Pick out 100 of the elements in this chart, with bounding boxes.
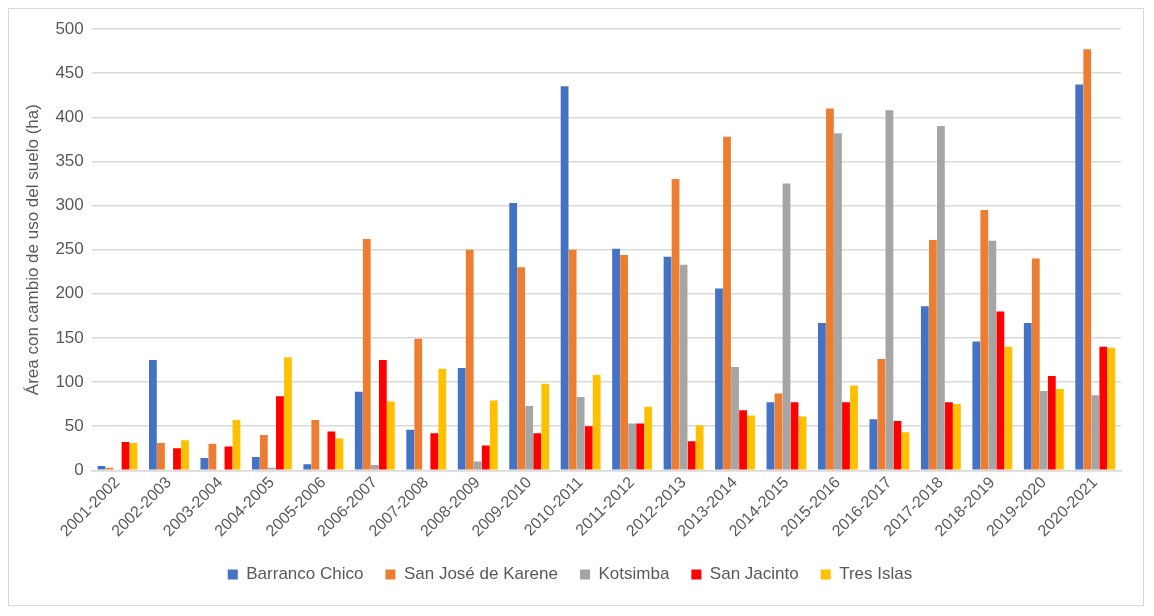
bar <box>850 385 858 470</box>
y-tick-label: 150 <box>55 327 84 347</box>
bar <box>1055 389 1064 470</box>
legend-label: San José de Karene <box>403 564 558 584</box>
bar <box>173 448 181 470</box>
bar <box>782 183 791 470</box>
bar <box>936 126 945 470</box>
bar <box>731 367 739 470</box>
bar <box>489 400 498 470</box>
bar <box>679 264 688 470</box>
bar <box>1107 347 1116 470</box>
bar <box>798 416 807 470</box>
bar <box>790 402 799 470</box>
bar <box>612 248 620 470</box>
bar <box>885 110 894 470</box>
bar <box>1047 375 1056 470</box>
legend-label: Tres Islas <box>839 564 913 584</box>
bar <box>224 446 233 470</box>
bar <box>362 239 371 470</box>
bar <box>481 445 490 470</box>
bar <box>663 256 672 470</box>
y-tick-label: 0 <box>74 460 84 480</box>
bar <box>149 359 157 470</box>
bar <box>97 465 106 470</box>
bar <box>438 368 447 470</box>
bar <box>988 240 997 470</box>
bar <box>303 464 312 470</box>
bar <box>525 405 534 470</box>
legend-label: San Jacinto <box>709 564 799 584</box>
bar <box>723 136 731 470</box>
y-tick-label: 500 <box>55 18 84 38</box>
bar <box>327 431 336 470</box>
bar <box>1023 322 1032 470</box>
bar <box>251 457 260 470</box>
bar <box>1099 346 1108 470</box>
bar <box>826 108 834 470</box>
y-tick-label: 100 <box>55 371 84 391</box>
bar <box>928 239 937 470</box>
y-tick-label: 200 <box>55 283 84 303</box>
bar <box>517 267 526 470</box>
bar <box>232 420 241 470</box>
bar <box>386 401 395 470</box>
y-tick-label: 50 <box>64 415 84 435</box>
y-tick-label: 250 <box>55 239 84 259</box>
bar <box>284 357 292 470</box>
bar <box>980 209 989 470</box>
bar <box>457 367 466 470</box>
bar <box>576 397 585 470</box>
bar <box>276 396 284 470</box>
bar <box>774 393 783 470</box>
bar <box>901 432 910 470</box>
bar <box>715 288 723 470</box>
bar <box>766 402 775 470</box>
bar <box>430 433 439 470</box>
bar <box>920 306 929 470</box>
bar <box>877 359 886 470</box>
bar <box>560 86 569 470</box>
bar <box>129 442 138 470</box>
y-tick-label: 300 <box>55 195 84 215</box>
bar <box>311 420 320 470</box>
bar <box>406 429 415 470</box>
bar <box>953 404 961 470</box>
bar <box>818 322 826 470</box>
bar <box>541 383 550 470</box>
bar <box>996 311 1005 470</box>
bar <box>121 442 130 470</box>
bar <box>465 249 474 470</box>
bar <box>695 425 704 470</box>
bar <box>628 423 637 470</box>
legend-label: Kotsimba <box>598 564 670 584</box>
bar <box>509 202 518 470</box>
bar <box>893 420 902 470</box>
bar <box>620 254 628 470</box>
bar <box>1031 258 1040 470</box>
bar <box>636 423 645 470</box>
bar <box>747 415 755 470</box>
bar <box>687 441 696 470</box>
bar <box>869 419 878 470</box>
y-tick-label: 450 <box>55 62 84 82</box>
bar <box>842 402 850 470</box>
bar <box>1075 84 1084 470</box>
bar <box>473 461 482 470</box>
bar <box>584 426 593 470</box>
bar <box>370 465 379 470</box>
bar <box>181 440 189 470</box>
bar <box>354 391 363 470</box>
bar <box>568 249 577 470</box>
bar <box>945 402 953 470</box>
bar <box>208 443 217 470</box>
bar <box>834 133 842 470</box>
bar <box>414 338 423 470</box>
bar <box>1004 346 1013 470</box>
bar <box>259 435 268 470</box>
bar <box>335 438 344 470</box>
bar <box>972 341 981 470</box>
bar <box>533 433 542 470</box>
bar <box>157 442 165 470</box>
bar <box>200 457 209 470</box>
y-tick-label: 350 <box>55 151 84 171</box>
bar <box>1091 395 1100 470</box>
